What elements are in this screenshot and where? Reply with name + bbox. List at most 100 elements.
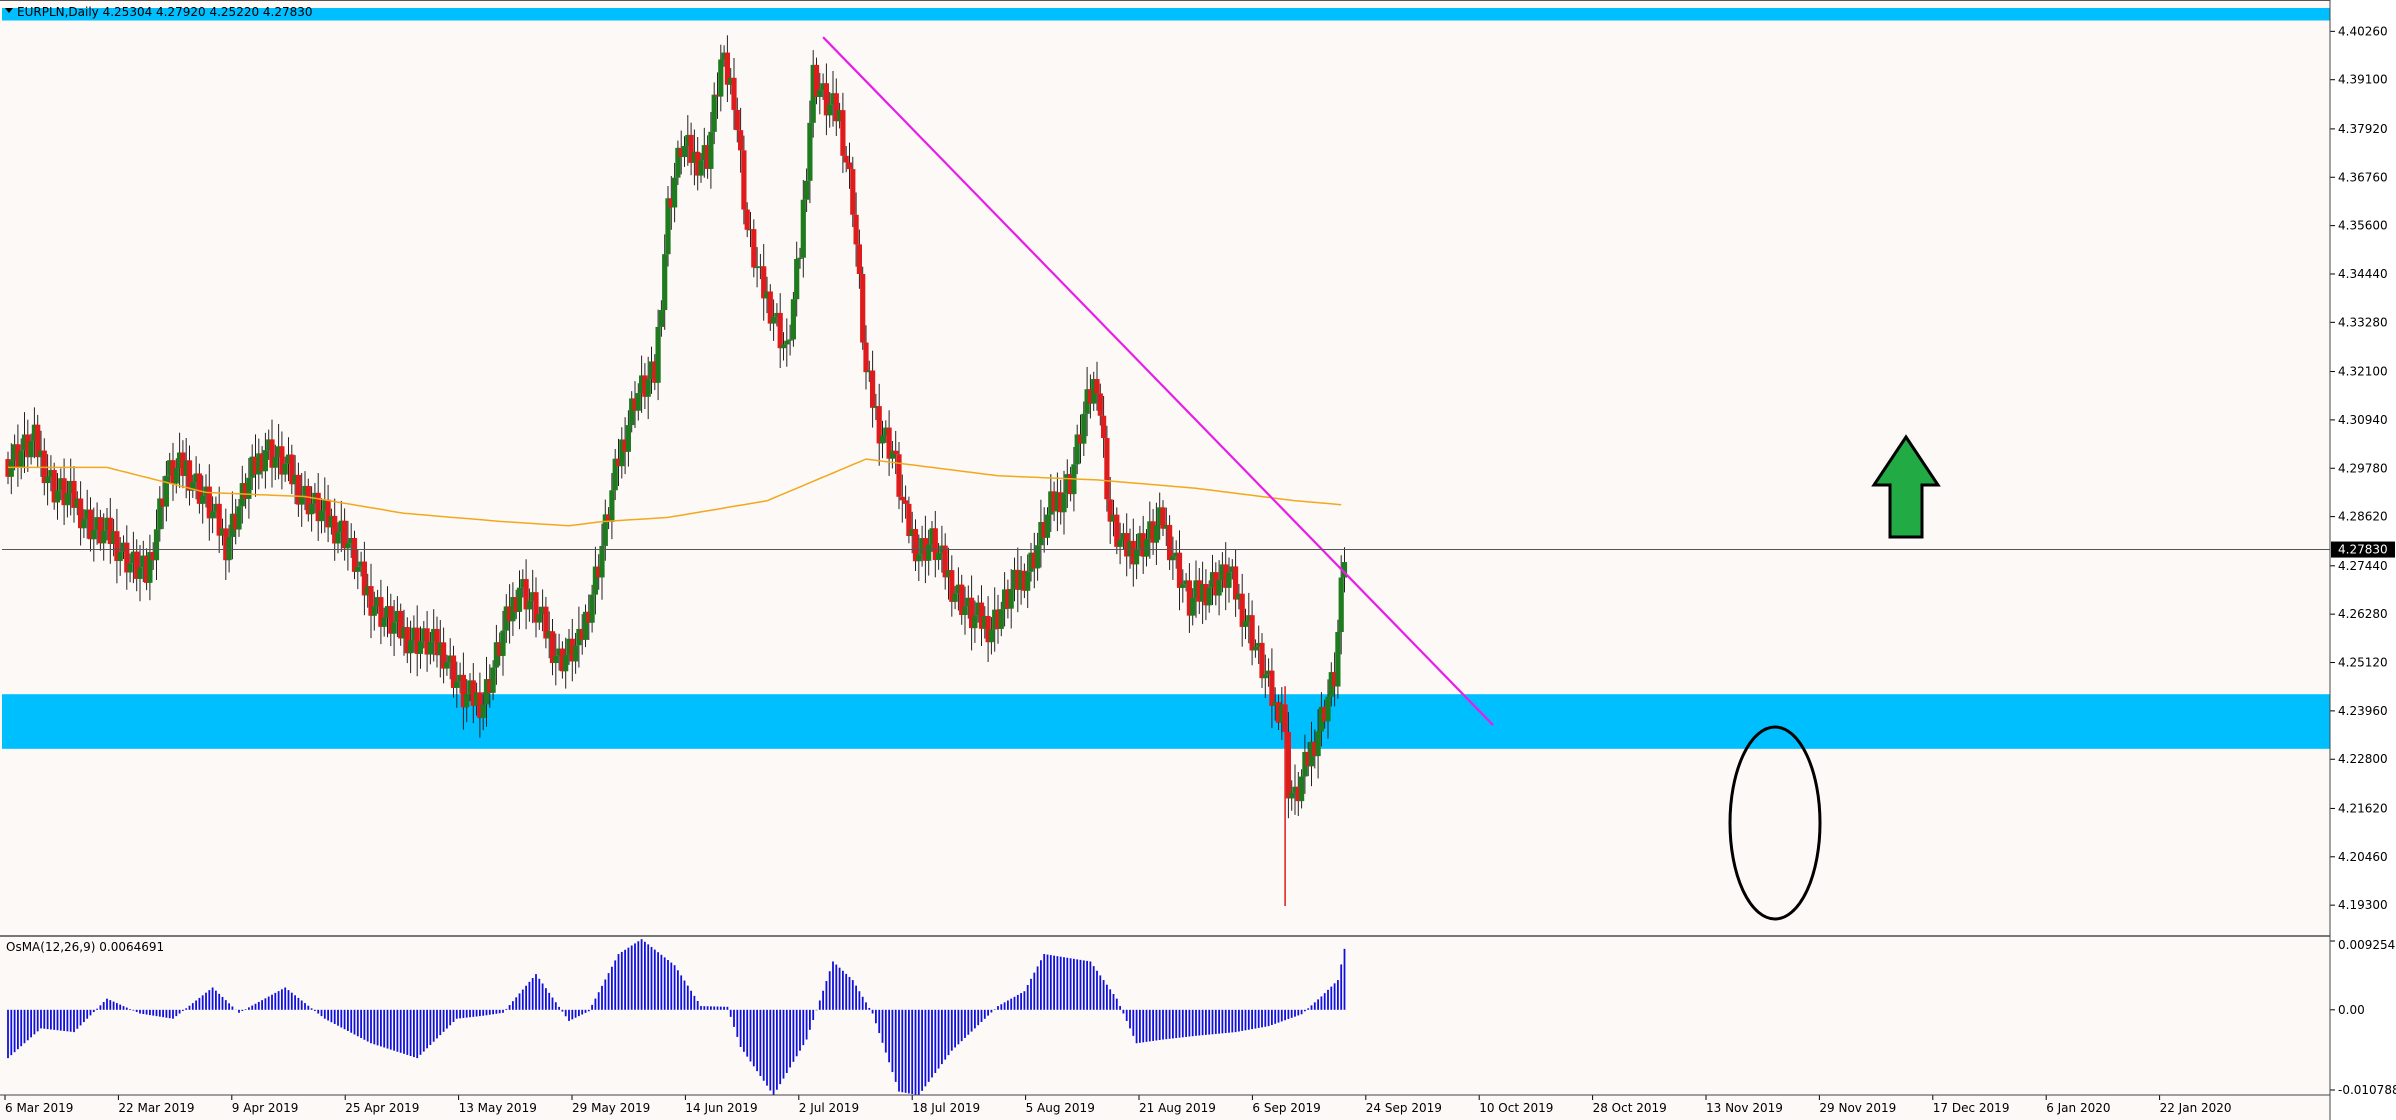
candle (1236, 593, 1242, 600)
candle (417, 641, 424, 654)
candle (1183, 580, 1189, 585)
candle (540, 606, 546, 614)
candle (579, 628, 585, 640)
candle (724, 52, 730, 85)
candle (1325, 696, 1331, 722)
price-tick-label: 4.22800 (2338, 752, 2388, 766)
candle (259, 453, 265, 472)
candle (1015, 569, 1021, 590)
candle (635, 393, 641, 411)
price-tick-label: 4.29780 (2338, 461, 2388, 475)
candle (668, 198, 674, 208)
candle (84, 509, 90, 519)
candle (78, 498, 84, 529)
candle (338, 520, 344, 533)
price-tick-label: 4.21620 (2338, 801, 2388, 815)
candle (348, 538, 354, 544)
candle (784, 340, 790, 345)
date-tick-label: 5 Aug 2019 (1026, 1101, 1095, 1115)
candle (1216, 579, 1222, 596)
candle (639, 375, 645, 394)
candle (969, 597, 975, 629)
candle (196, 473, 202, 504)
candle (1041, 522, 1047, 538)
price-tick-label: 4.27440 (2338, 559, 2388, 573)
candle (411, 627, 417, 641)
date-tick-label: 6 Jan 2020 (2046, 1101, 2110, 1115)
date-tick-label: 28 Oct 2019 (1593, 1101, 1667, 1115)
price-zone (2, 694, 2330, 749)
date-tick-label: 9 Apr 2019 (232, 1101, 299, 1115)
candle (800, 199, 806, 258)
candle (28, 440, 34, 458)
candle (573, 645, 579, 662)
candle (358, 561, 364, 567)
candle (599, 545, 605, 578)
candle (945, 570, 952, 578)
candle (94, 517, 100, 530)
candle (817, 90, 823, 98)
candle (883, 427, 889, 436)
candle (896, 454, 902, 497)
candle (384, 606, 391, 618)
candle (177, 452, 183, 469)
candle (566, 638, 572, 656)
candle (1157, 507, 1163, 526)
candle (1153, 525, 1159, 543)
candle (1097, 393, 1103, 416)
candle (1176, 552, 1183, 588)
candle (1167, 524, 1173, 561)
candle (777, 312, 783, 349)
dropdown-icon[interactable] (5, 8, 13, 13)
candle (876, 406, 882, 444)
candle (365, 586, 371, 596)
candle (873, 406, 879, 408)
candle (846, 162, 853, 170)
candle (490, 667, 496, 693)
candle (299, 495, 305, 505)
candle (160, 498, 166, 507)
candle (741, 150, 747, 210)
date-tick-label: 18 Jul 2019 (912, 1101, 980, 1115)
candle (1315, 731, 1321, 757)
candle (1186, 580, 1192, 616)
candle (1249, 615, 1255, 651)
candle (688, 134, 694, 163)
candle (246, 477, 252, 499)
candle (510, 597, 516, 622)
candle (1031, 552, 1037, 569)
candle (853, 214, 859, 245)
date-tick-label: 25 Apr 2019 (345, 1101, 419, 1115)
candle (21, 434, 28, 451)
candle (130, 551, 136, 564)
candle (117, 551, 123, 562)
candle (213, 503, 219, 512)
candle (388, 606, 394, 634)
candle (401, 627, 407, 639)
candle (322, 499, 328, 511)
candle (728, 77, 734, 85)
candle (210, 511, 216, 519)
candle (414, 627, 420, 654)
current-price-badge (2331, 541, 2395, 558)
candle (1256, 642, 1262, 647)
candle (787, 339, 793, 341)
candle (569, 638, 575, 662)
axis-gutter (2330, 0, 2396, 1120)
candle (754, 266, 760, 269)
candle (790, 299, 796, 340)
osma-tick-label: 0.0092542 (2338, 938, 2396, 952)
candle (932, 528, 938, 561)
trendline[interactable] (822, 36, 1494, 726)
candle (893, 450, 899, 455)
candle (229, 513, 235, 537)
candle (691, 151, 697, 163)
candle (1054, 492, 1060, 512)
candle (886, 427, 892, 459)
candle (487, 679, 493, 693)
candle (1292, 786, 1298, 793)
candle (431, 628, 437, 642)
candle (609, 490, 615, 522)
candle (530, 592, 536, 601)
